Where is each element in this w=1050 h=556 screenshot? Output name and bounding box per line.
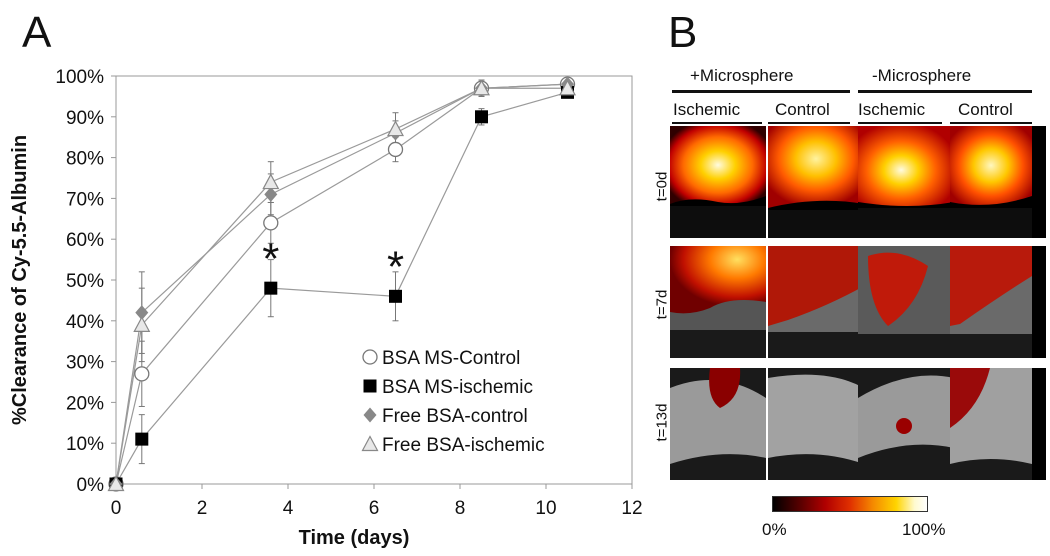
data-point-series-3 [107, 475, 125, 492]
image-t0-minus-ischemic [858, 126, 954, 238]
group-label-plus-microsphere: +Microsphere [690, 66, 794, 85]
x-tick-label: 2 [197, 498, 208, 519]
row-label-t0: t=0d [653, 171, 671, 202]
x-axis-label: Time (days) [299, 527, 410, 549]
y-tick-label: 80% [66, 149, 104, 170]
column-underline-1 [672, 122, 762, 124]
legend-label-2: Free BSA-control [382, 406, 528, 427]
data-point-series-0 [134, 366, 150, 382]
column-label-ischemic-1: Ischemic [673, 100, 741, 119]
y-axis-label: %Clearance of Cy-5.5-Albumin [9, 135, 31, 425]
column-label-ischemic-2: Ischemic [858, 100, 926, 119]
data-point-series-1 [264, 281, 278, 295]
data-point-series-3 [386, 120, 405, 137]
row-label-t13: t=13d [653, 403, 671, 442]
image-t7-plus-control [768, 246, 864, 358]
legend-label-3: Free BSA-ischemic [382, 435, 545, 456]
legend-marker-1 [363, 379, 377, 393]
legend-label-1: BSA MS-ischemic [382, 377, 533, 398]
data-point-series-3 [262, 173, 280, 190]
clearance-chart: 0% 10% 20% 30% 40% 50% 60% 70% 80% 90% 100% 0 2 4 6 8 10… [9, 67, 643, 549]
plot-area-frame [115, 75, 633, 485]
data-point-series-2 [135, 305, 149, 321]
series-line-2 [115, 83, 568, 485]
image-t13-minus-control [950, 368, 1046, 480]
column-underline-2 [768, 122, 850, 124]
colorbar-min-label: 0% [762, 520, 787, 539]
column-label-control-1: Control [775, 100, 830, 119]
series-line-3 [115, 87, 568, 485]
significance-asterisk: * [387, 243, 404, 292]
column-label-control-2: Control [958, 100, 1013, 119]
data-point-series-3 [472, 79, 491, 96]
x-tick-label: 10 [535, 498, 556, 519]
data-point-series-2 [264, 186, 278, 202]
image-t0-minus-control [950, 126, 1046, 238]
legend-marker-2 [363, 407, 377, 423]
image-t7-minus-control [950, 246, 1046, 358]
image-t7-plus-ischemic [670, 246, 766, 358]
y-tick-label: 70% [66, 189, 104, 210]
group-underline-plus [672, 90, 850, 93]
panel-b-letter: B [668, 8, 698, 57]
y-tick-label: 10% [66, 434, 104, 455]
column-underline-4 [950, 122, 1032, 124]
y-tick-label: 60% [66, 230, 104, 251]
y-tick-label: 20% [66, 393, 104, 414]
y-tick-label: 30% [66, 353, 104, 374]
data-point-series-1 [475, 110, 488, 124]
colorbar-max-label: 100% [902, 520, 946, 539]
x-tick-label: 6 [369, 498, 380, 519]
image-t0-plus-control [768, 126, 864, 238]
data-point-series-1 [135, 432, 149, 446]
panel-a-letter: A [22, 8, 52, 57]
y-tick-label: 100% [55, 67, 104, 88]
legend-marker-0 [362, 349, 378, 365]
data-point-series-1 [389, 289, 402, 303]
y-tick-label: 40% [66, 312, 104, 333]
row-label-t7: t=7d [653, 289, 671, 320]
data-point-series-0 [387, 141, 404, 158]
image-t13-minus-ischemic [858, 368, 954, 480]
image-t13-plus-control [768, 368, 864, 480]
data-point-series-0 [263, 215, 279, 231]
group-label-minus-microsphere: -Microsphere [872, 66, 972, 85]
image-t13-plus-ischemic [670, 368, 766, 480]
y-tick-label: 90% [66, 108, 104, 129]
legend-label-0: BSA MS-Control [382, 348, 520, 369]
data-point-series-3 [133, 316, 151, 332]
series-line-1 [115, 91, 568, 485]
column-underline-3 [858, 122, 942, 124]
x-tick-label: 4 [283, 498, 294, 519]
significance-asterisk: * [262, 234, 279, 283]
y-tick-label: 0% [77, 475, 105, 496]
x-tick-label: 0 [111, 498, 122, 519]
data-point-series-3 [558, 79, 577, 96]
legend-marker-3 [361, 435, 379, 452]
y-tick-label: 50% [66, 271, 104, 292]
x-tick-label: 8 [455, 498, 466, 519]
x-tick-label: 12 [621, 498, 642, 519]
image-t7-minus-ischemic [858, 246, 954, 358]
image-t0-plus-ischemic [670, 126, 766, 238]
colorbar [772, 496, 928, 512]
group-underline-minus [858, 90, 1032, 93]
